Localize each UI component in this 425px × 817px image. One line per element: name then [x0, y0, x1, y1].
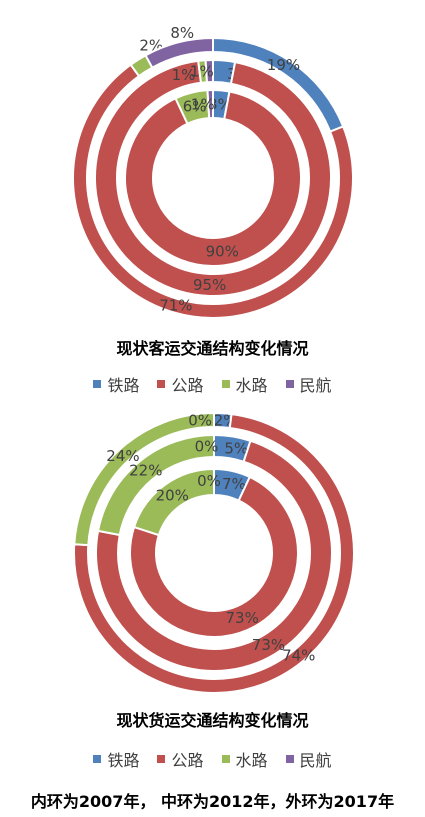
inner-ring-slice-air: [206, 88, 214, 120]
outer-ring-label-road: 71%: [159, 297, 192, 315]
inner-ring-label-air: 1%: [191, 96, 215, 114]
legend-label: 水路: [235, 376, 268, 395]
middle-ring-slice-air: [204, 58, 214, 84]
legend-label: 民航: [299, 376, 332, 395]
legend-label: 公路: [171, 376, 204, 395]
ring-year-note: 内环为2007年， 中环为2012年，外环为2017年: [30, 792, 395, 811]
outer-ring-label-air: 0%: [188, 412, 212, 430]
inner-ring-slice-water: [132, 467, 215, 537]
inner-ring-label-air: 0%: [197, 472, 221, 490]
freight-donut-chart: 7%73%20%0%5%73%22%0%2%74%24%0%: [73, 411, 355, 694]
freight-legend: 铁路 公路 水路 民航: [0, 747, 425, 771]
legend-item-water: 水路: [221, 372, 268, 396]
freight-chart-block: 7% 73% 20% 0% 5% 73% 22% 0% 2% 74% 24% 0% 现状货运交通结构变…: [0, 405, 425, 785]
inner-ring-slice-road: [129, 475, 299, 638]
legend-swatch-water: [221, 755, 230, 763]
outer-ring-slice-water: [73, 411, 215, 547]
inner-ring-label-road: 73%: [226, 609, 259, 627]
middle-ring-label-railway: 5%: [224, 439, 248, 457]
legend-item-water: 水路: [221, 747, 268, 771]
passenger-donut-chart: 3%90%6%1%3%95%1%1%19%71%2%8%: [72, 24, 354, 319]
passenger-legend: 铁路 公路 水路 民航: [0, 372, 425, 396]
inner-ring-label-road: 90%: [206, 242, 239, 260]
legend-label: 铁路: [107, 376, 140, 395]
middle-ring-label-road: 95%: [193, 276, 226, 294]
inner-ring-label-water: 6%: [183, 97, 207, 115]
legend-label: 水路: [235, 751, 268, 770]
legend-item-road: 公路: [157, 372, 204, 396]
legend-swatch-air: [285, 380, 294, 388]
middle-ring-label-air: 1%: [190, 63, 214, 81]
inner-ring-label-water: 20%: [156, 487, 189, 505]
inner-ring-label-railway: 7%: [222, 475, 246, 493]
legend-item-railway: 铁路: [93, 372, 139, 396]
middle-ring-slice-road: [94, 59, 332, 297]
middle-ring-slice-water: [96, 433, 215, 537]
passenger-chart-title: 现状客运交通结构变化情况: [116, 339, 309, 358]
inner-ring-slice-road: [124, 90, 302, 267]
legend-swatch-railway: [93, 755, 102, 763]
outer-ring-label-railway: 19%: [267, 56, 300, 74]
legend-label: 铁路: [107, 751, 140, 770]
middle-ring-label-water: 1%: [172, 66, 196, 84]
middle-ring-label-air: 0%: [195, 437, 219, 455]
outer-ring-label-air: 8%: [170, 24, 194, 42]
outer-ring-slice-air: [144, 36, 214, 69]
middle-ring-slice-road: [95, 439, 333, 672]
freight-chart-title: 现状货运交通结构变化情况: [116, 711, 309, 730]
outer-ring-label-water: 24%: [106, 447, 139, 465]
middle-ring-label-road: 73%: [252, 636, 285, 654]
legend-swatch-road: [157, 380, 166, 388]
legend-item-railway: 铁路: [93, 747, 139, 771]
passenger-chart-block: 3%90%6%1%3%95%1%1%19%71%2%8% 现状客运交通结构变化情…: [0, 0, 425, 400]
legend-item-air: 民航: [285, 372, 332, 396]
legend-item-road: 公路: [157, 747, 204, 771]
legend-swatch-air: [285, 755, 294, 763]
legend-swatch-water: [221, 380, 230, 388]
legend-label: 公路: [171, 751, 204, 770]
legend-label: 民航: [299, 751, 332, 770]
outer-ring-label-road: 74%: [282, 646, 315, 664]
legend-swatch-road: [157, 755, 166, 763]
legend-swatch-railway: [93, 380, 102, 388]
legend-item-air: 民航: [285, 747, 332, 771]
middle-ring-label-water: 22%: [129, 462, 162, 480]
